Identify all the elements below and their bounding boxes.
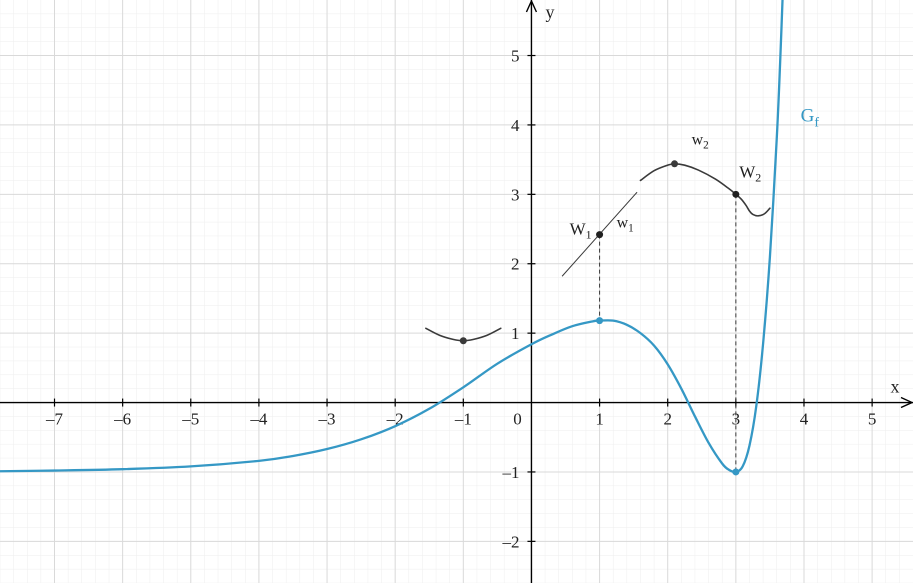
y-axis-label: y <box>545 2 554 22</box>
tick-label-y: –2 <box>501 532 519 551</box>
point-W2 <box>732 191 739 198</box>
tick-label-y: 2 <box>511 255 520 274</box>
tick-label-x: –1 <box>454 410 472 429</box>
point-W1 <box>596 231 603 238</box>
tick-label-y: 3 <box>511 185 520 204</box>
point-p-f-3 <box>732 468 739 475</box>
tick-label-x: 0 <box>513 410 522 429</box>
tick-label-x: –4 <box>249 410 268 429</box>
tick-label-x: –7 <box>45 410 64 429</box>
tick-label-x: –5 <box>181 410 199 429</box>
chart-container: xy–7–6–5–4–3–2–1012345–2–112345W1W2w1w2G… <box>0 0 913 583</box>
tick-label-y: 1 <box>511 324 520 343</box>
secondary-arc-dot-0 <box>460 337 467 344</box>
tick-label-x: –6 <box>113 410 131 429</box>
secondary-arc-dot-1 <box>671 160 678 167</box>
tick-label-y: 4 <box>511 116 520 135</box>
tick-label-x: 4 <box>800 410 809 429</box>
tick-label-y: 5 <box>511 47 520 66</box>
x-axis-label: x <box>891 377 900 397</box>
tick-label-x: 2 <box>663 410 672 429</box>
tick-label-x: 1 <box>595 410 604 429</box>
tick-label-x: 5 <box>868 410 877 429</box>
point-p-f-1 <box>596 317 603 324</box>
tick-label-y: –1 <box>501 463 519 482</box>
tick-label-x: –3 <box>318 410 336 429</box>
